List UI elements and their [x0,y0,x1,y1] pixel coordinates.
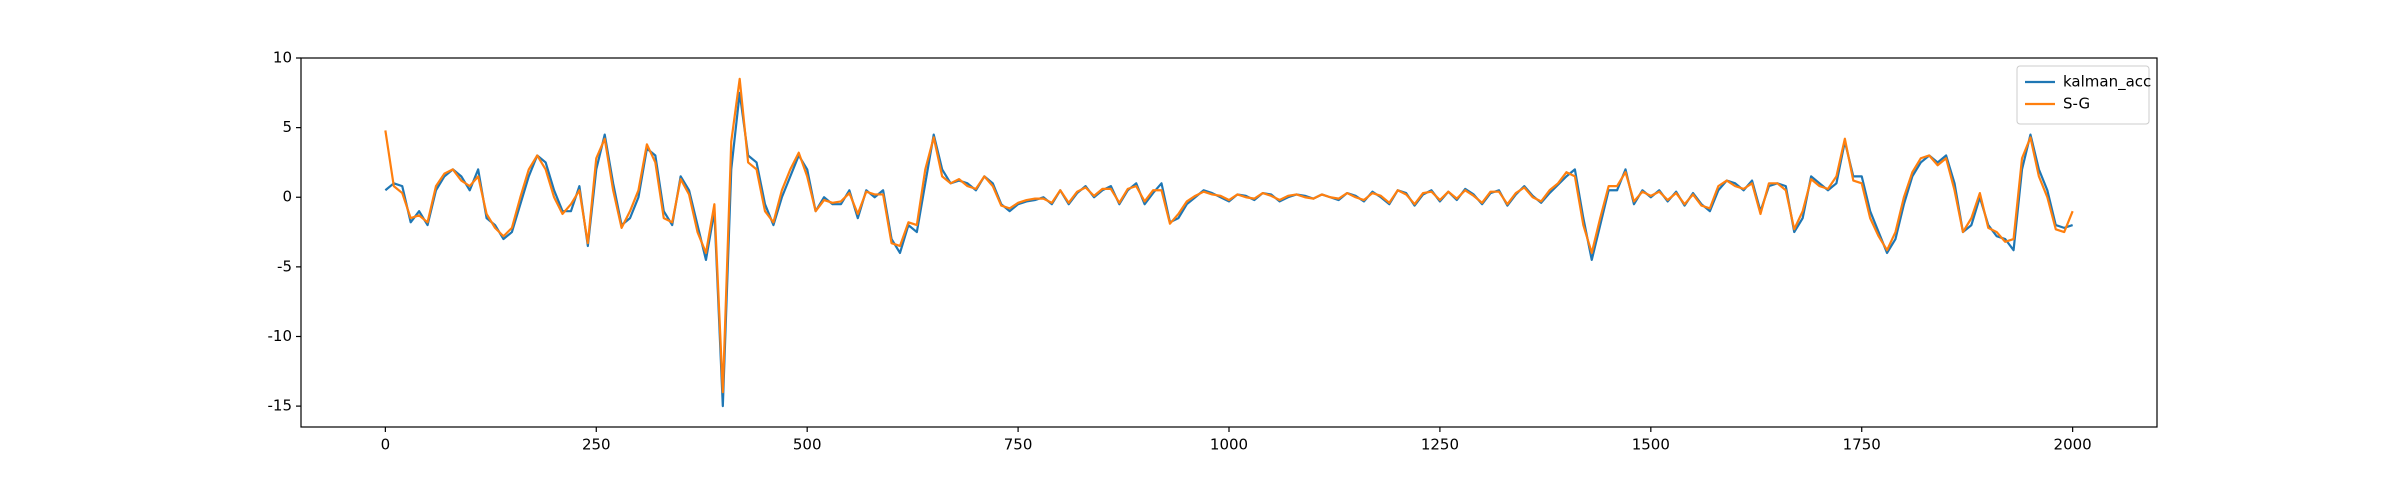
x-tick-label: 500 [793,436,822,454]
legend-label: S-G [2063,95,2090,113]
y-tick-label: -5 [277,257,292,275]
x-tick-label: 1750 [1843,436,1881,454]
plot-frame [300,57,2158,428]
y-tick-label: 0 [282,188,292,206]
x-tick-label: 1500 [1632,436,1670,454]
legend-label: kalman_acc [2063,73,2151,92]
y-tick-label: 10 [273,49,292,67]
x-tick-label: 750 [1004,436,1033,454]
x-tick-label: 2000 [2054,436,2092,454]
series-line [384,77,2074,394]
x-tick-label: 0 [381,436,391,454]
y-tick-label: 5 [282,118,292,136]
x-tick-label: 250 [582,436,611,454]
series-line [384,91,2073,408]
y-tick-label: -10 [268,327,293,345]
legend-box [2016,65,2150,125]
x-tick-label: 1250 [1421,436,1459,454]
x-tick-label: 1000 [1210,436,1248,454]
y-tick-label: -15 [268,397,293,415]
